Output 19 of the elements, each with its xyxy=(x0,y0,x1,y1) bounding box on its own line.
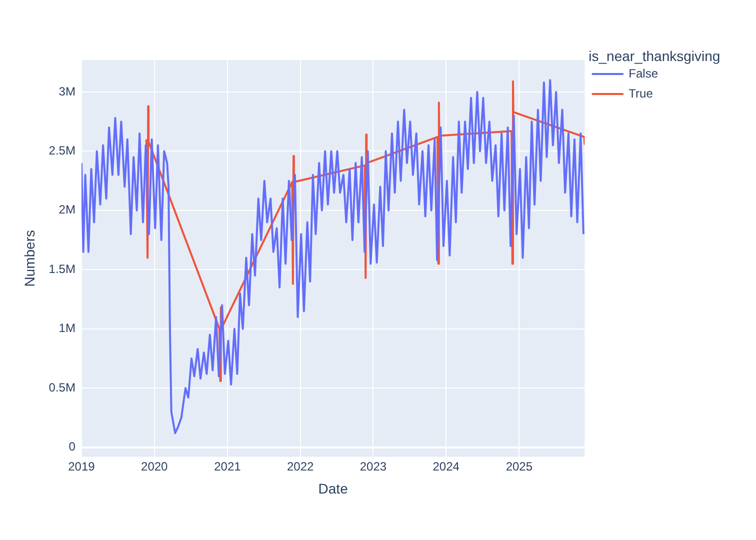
x-tick-label: 2021 xyxy=(214,459,242,474)
x-tick-label: 2025 xyxy=(506,459,533,474)
x-tick-label: 2024 xyxy=(432,459,460,474)
y-tick-label: 1M xyxy=(58,321,76,336)
legend-label: True xyxy=(628,86,654,100)
y-tick-label: 3M xyxy=(58,84,76,98)
y-tick-label: 2.5M xyxy=(48,144,76,158)
y-tick-label: 1.5M xyxy=(48,262,76,276)
x-tick-label: 2020 xyxy=(141,459,168,474)
y-axis-title: Numbers xyxy=(21,230,38,287)
x-tick-label: 2023 xyxy=(360,459,387,474)
y-tick-label: 2M xyxy=(58,202,76,217)
legend-title: is_near_thanksgiving xyxy=(588,48,720,64)
x-tick-label: 2019 xyxy=(68,459,96,474)
y-tick-label: 0.5M xyxy=(48,380,76,394)
x-tick-label: 2022 xyxy=(286,459,314,474)
y-tick-label: 0 xyxy=(68,440,76,454)
x-axis-title: Date xyxy=(318,480,348,496)
legend-label: False xyxy=(628,66,658,80)
